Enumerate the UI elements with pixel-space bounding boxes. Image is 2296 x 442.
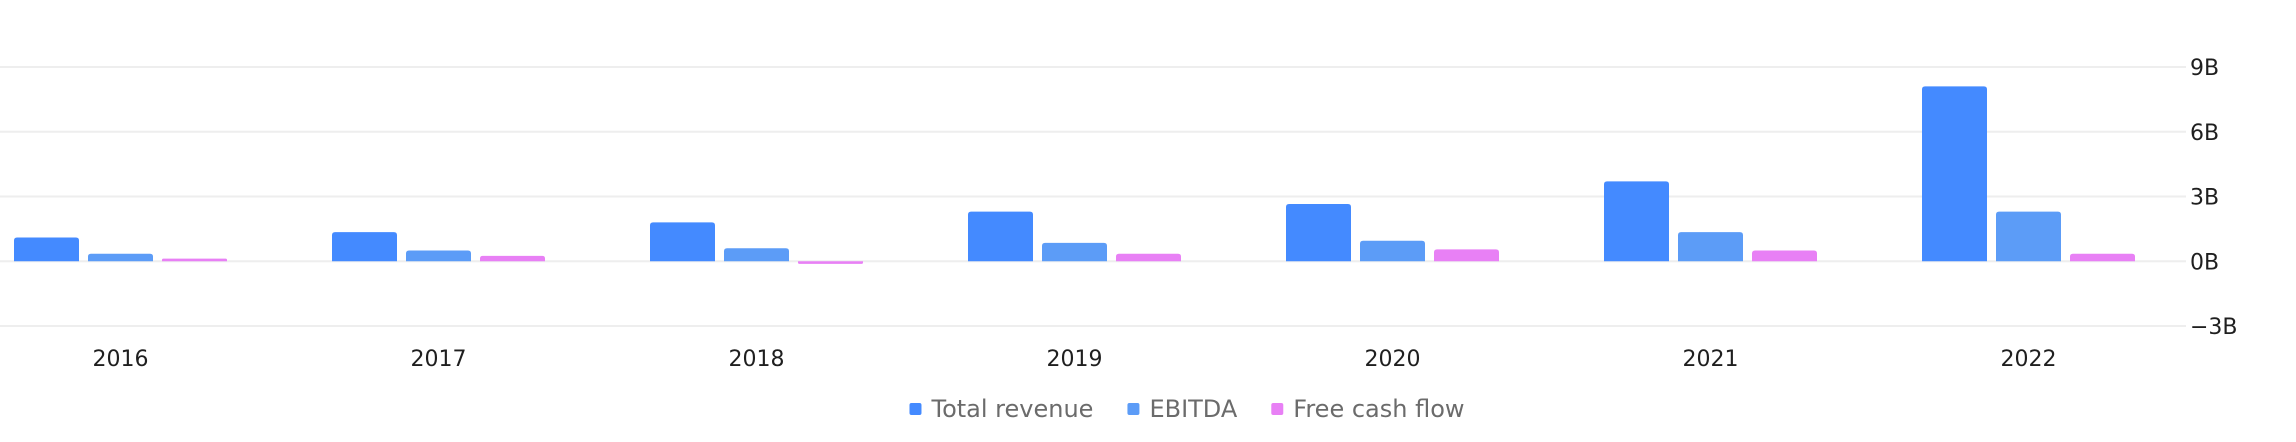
bar-free-cash-flow-2020[interactable] (1434, 249, 1499, 262)
bar-free-cash-flow-2019[interactable] (1116, 253, 1181, 262)
y-tick-label: 0B (2190, 250, 2219, 275)
bar-total-revenue-2020[interactable] (1286, 204, 1351, 262)
bar-free-cash-flow-2017[interactable] (480, 255, 545, 262)
legend-swatch (1271, 403, 1284, 415)
bar-ebitda-2020[interactable] (1360, 240, 1425, 262)
x-tick-label: 2019 (1047, 347, 1103, 372)
bar-ebitda-2016[interactable] (88, 253, 153, 262)
bar-total-revenue-2018[interactable] (650, 222, 715, 262)
bar-free-cash-flow-2021[interactable] (1752, 250, 1817, 262)
x-axis-ticks: 2016 2017 2018 2019 2020 2021 2022 (93, 347, 2057, 372)
legend-label: Total revenue (930, 395, 1093, 423)
bar-ebitda-2018[interactable] (724, 248, 789, 262)
x-tick-label: 2021 (1683, 347, 1739, 372)
bar-ebitda-2017[interactable] (406, 250, 471, 262)
bar-total-revenue-2019[interactable] (968, 211, 1033, 262)
legend-swatch (1127, 403, 1140, 415)
x-tick-label: 2020 (1365, 347, 1421, 372)
gridlines (0, 66, 2186, 327)
bar-total-revenue-2017[interactable] (332, 232, 397, 262)
x-tick-label: 2016 (93, 347, 149, 372)
legend-item-ebitda[interactable]: EBITDA (1127, 395, 1238, 423)
bar-ebitda-2019[interactable] (1042, 242, 1107, 262)
y-axis-ticks: 9B 6B 3B 0B −3B (2190, 56, 2238, 340)
y-tick-label: 3B (2190, 186, 2219, 211)
legend-item-free-cash-flow[interactable]: Free cash flow (1271, 395, 1465, 423)
y-tick-label: −3B (2190, 315, 2238, 340)
legend-swatch (909, 403, 922, 415)
y-tick-label: 9B (2190, 56, 2219, 81)
bar-free-cash-flow-2022[interactable] (2070, 253, 2135, 262)
bars (14, 86, 2135, 264)
legend[interactable]: Total revenue EBITDA Free cash flow (909, 395, 1465, 423)
x-tick-label: 2018 (729, 347, 785, 372)
legend-label: EBITDA (1149, 395, 1237, 423)
x-tick-label: 2022 (2001, 347, 2057, 372)
bar-ebitda-2021[interactable] (1678, 232, 1743, 262)
bar-free-cash-flow-2018[interactable] (798, 261, 863, 264)
y-tick-label: 6B (2190, 121, 2219, 146)
legend-item-total-revenue[interactable]: Total revenue (909, 395, 1093, 423)
legend-label: Free cash flow (1293, 395, 1464, 423)
bar-free-cash-flow-2016[interactable] (162, 258, 227, 262)
bar-total-revenue-2021[interactable] (1604, 181, 1669, 262)
x-tick-label: 2017 (411, 347, 467, 372)
bar-total-revenue-2022[interactable] (1922, 86, 1987, 262)
bar-total-revenue-2016[interactable] (14, 237, 79, 262)
bar-ebitda-2022[interactable] (1996, 211, 2061, 262)
